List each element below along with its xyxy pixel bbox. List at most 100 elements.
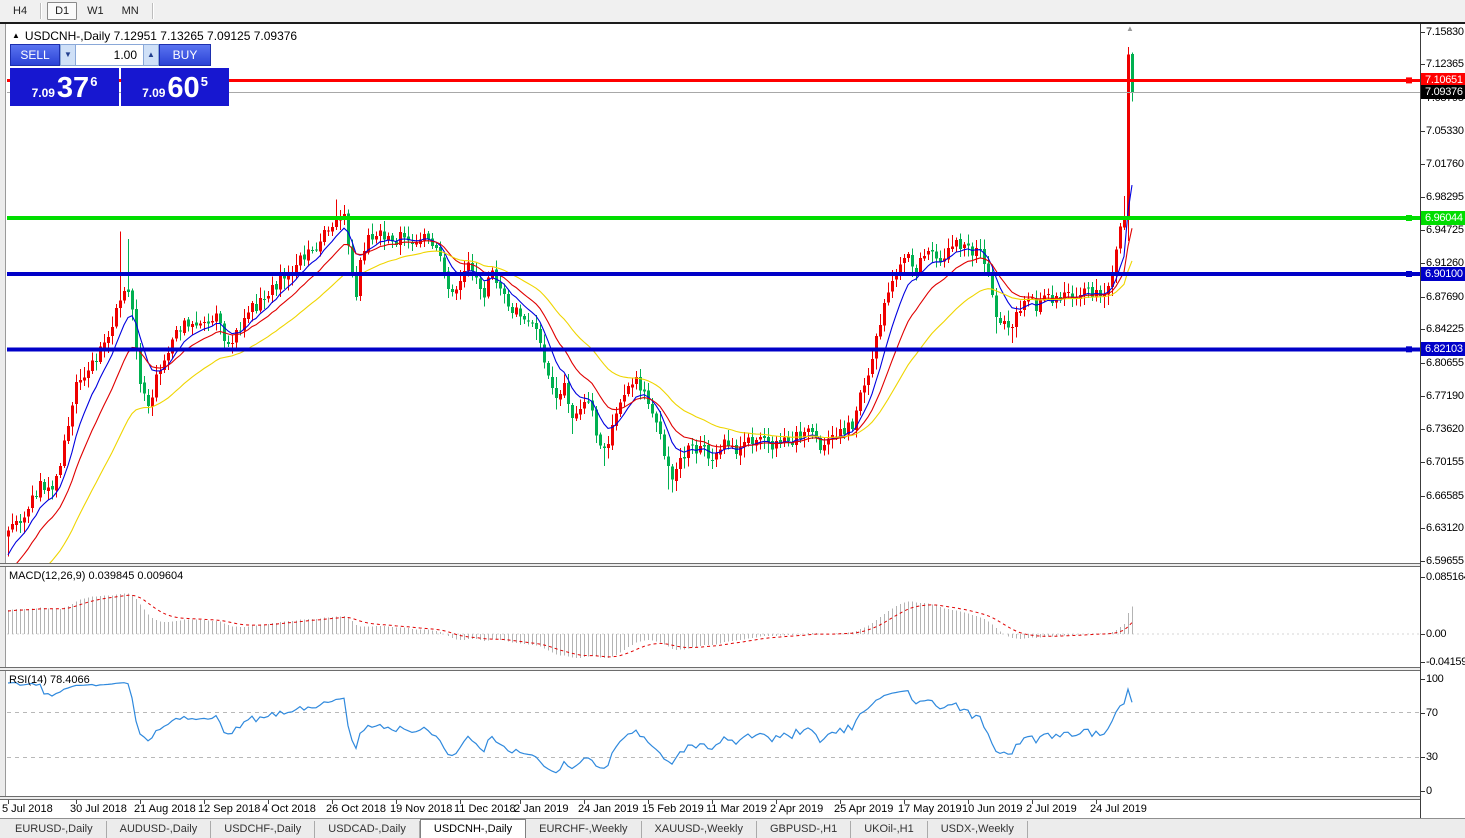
price-tick-mark bbox=[1421, 496, 1425, 497]
hline-price-box[interactable]: 6.82103 bbox=[1421, 342, 1465, 356]
sell-price-small: 7.09 bbox=[31, 86, 55, 100]
rsi-tick-mark bbox=[1421, 791, 1425, 792]
price-tick-mark bbox=[1421, 131, 1425, 132]
date-label: 21 Aug 2018 bbox=[134, 803, 196, 815]
tab-eurchf-weekly[interactable]: EURCHF-,Weekly bbox=[526, 821, 642, 838]
panel-separator[interactable] bbox=[0, 667, 1465, 671]
toolbar-separator bbox=[151, 3, 154, 19]
tab-usdcnh-daily[interactable]: USDCNH-,Daily bbox=[419, 819, 527, 838]
price-tick-mark bbox=[1421, 297, 1425, 298]
current-price-box: 7.09376 bbox=[1421, 85, 1465, 99]
rsi-tick-label: 30 bbox=[1426, 751, 1438, 763]
rsi-panel[interactable] bbox=[0, 672, 1420, 796]
left-border-strip bbox=[0, 24, 6, 818]
tab-eurusd-daily[interactable]: EURUSD-,Daily bbox=[2, 821, 107, 838]
date-tick-mark bbox=[776, 800, 777, 804]
price-tick-label: 6.77190 bbox=[1426, 390, 1464, 402]
price-tick-mark bbox=[1421, 329, 1425, 330]
date-label: 12 Sep 2018 bbox=[198, 803, 261, 815]
date-axis[interactable]: 5 Jul 2018 30 Jul 2018 21 Aug 2018 12 Sep 2… bbox=[0, 800, 1465, 818]
buy-price-display[interactable]: 7.09 60 5 bbox=[121, 68, 229, 106]
price-tick-mark bbox=[1421, 263, 1425, 264]
date-tick-mark bbox=[396, 800, 397, 804]
price-tick-label: 7.15830 bbox=[1426, 26, 1464, 38]
price-tick-label: 6.87690 bbox=[1426, 291, 1464, 303]
date-label: 24 Jan 2019 bbox=[578, 803, 639, 815]
panel-separator bbox=[0, 796, 1465, 800]
date-label: 19 Nov 2018 bbox=[390, 803, 453, 815]
rsi-tick-mark bbox=[1421, 757, 1425, 758]
tab-usdx-weekly[interactable]: USDX-,Weekly bbox=[928, 821, 1028, 838]
volume-decrease-icon[interactable]: ▼ bbox=[60, 44, 76, 66]
price-tick-mark bbox=[1421, 230, 1425, 231]
date-tick-mark bbox=[584, 800, 585, 804]
price-tick-label: 6.73620 bbox=[1426, 423, 1464, 435]
tab-audusd-daily[interactable]: AUDUSD-,Daily bbox=[107, 821, 212, 838]
macd-tick-mark bbox=[1421, 662, 1425, 663]
panel-separator[interactable] bbox=[0, 563, 1465, 567]
price-tick-mark bbox=[1421, 64, 1425, 65]
date-tick-mark bbox=[1096, 800, 1097, 804]
hline-price-box[interactable]: 6.90100 bbox=[1421, 267, 1465, 281]
sell-price-display[interactable]: 7.09 37 6 bbox=[10, 68, 119, 106]
timeframe-button-w1[interactable]: W1 bbox=[87, 5, 104, 17]
tab-usdchf-daily[interactable]: USDCHF-,Daily bbox=[211, 821, 316, 838]
price-tick-mark bbox=[1421, 396, 1425, 397]
autoscroll-marker-icon[interactable]: ▲ bbox=[1126, 24, 1134, 33]
rsi-tick-mark bbox=[1421, 713, 1425, 714]
hline-price-box[interactable]: 7.10651 bbox=[1421, 73, 1465, 87]
date-tick-mark bbox=[268, 800, 269, 804]
rsi-label: RSI(14) 78.4066 bbox=[9, 674, 90, 686]
date-tick-mark bbox=[460, 800, 461, 804]
sell-button[interactable]: SELL bbox=[10, 44, 60, 66]
macd-panel[interactable] bbox=[0, 568, 1420, 668]
tab-xauusd-weekly[interactable]: XAUUSD-,Weekly bbox=[642, 821, 757, 838]
toolbar-separator bbox=[40, 3, 43, 19]
hline-price-box[interactable]: 6.96044 bbox=[1421, 211, 1465, 225]
date-tick-mark bbox=[904, 800, 905, 804]
date-label: 2 Jan 2019 bbox=[514, 803, 569, 815]
price-tick-label: 6.63120 bbox=[1426, 522, 1464, 534]
date-tick-mark bbox=[204, 800, 205, 804]
chart-tab-bar: EURUSD-,Daily AUDUSD-,Daily USDCHF-,Daily U… bbox=[0, 818, 1465, 838]
date-tick-mark bbox=[968, 800, 969, 804]
timeframe-button-h4[interactable]: H4 bbox=[13, 5, 28, 17]
tab-gbpusd-h1[interactable]: GBPUSD-,H1 bbox=[757, 821, 852, 838]
date-label: 24 Jul 2019 bbox=[1090, 803, 1147, 815]
price-tick-label: 6.70155 bbox=[1426, 456, 1464, 468]
macd-tick-label: 0.085164 bbox=[1426, 571, 1465, 583]
chart-background bbox=[0, 24, 1420, 818]
window-border bbox=[0, 22, 1465, 24]
tab-usdcad-daily[interactable]: USDCAD-,Daily bbox=[315, 821, 420, 838]
price-chart[interactable] bbox=[0, 24, 1420, 564]
rsi-tick-label: 100 bbox=[1426, 673, 1444, 685]
date-tick-mark bbox=[520, 800, 521, 804]
macd-tick-label: -0.041597 bbox=[1426, 656, 1465, 668]
volume-input[interactable] bbox=[76, 44, 143, 66]
volume-increase-icon[interactable]: ▲ bbox=[143, 44, 159, 66]
sell-price-sup: 6 bbox=[90, 74, 98, 89]
chart-title: ▲ USDCNH-,Daily 7.12951 7.13265 7.09125 7… bbox=[12, 29, 297, 43]
timeframe-toolbar: H4 D1 W1 MN bbox=[0, 0, 1465, 22]
date-label: 4 Oct 2018 bbox=[262, 803, 316, 815]
buy-button[interactable]: BUY bbox=[159, 44, 211, 66]
price-tick-label: 7.05330 bbox=[1426, 125, 1464, 137]
date-tick-mark bbox=[1032, 800, 1033, 804]
date-tick-mark bbox=[140, 800, 141, 804]
price-tick-label: 6.84225 bbox=[1426, 323, 1464, 335]
timeframe-button-d1[interactable]: D1 bbox=[47, 2, 78, 20]
price-tick-mark bbox=[1421, 164, 1425, 165]
price-axis[interactable]: 7.158307.123657.087957.053307.017606.982… bbox=[1420, 24, 1465, 818]
date-tick-mark bbox=[840, 800, 841, 804]
collapse-triangle-icon[interactable]: ▲ bbox=[12, 31, 20, 40]
buy-price-small: 7.09 bbox=[142, 86, 166, 100]
price-tick-mark bbox=[1421, 561, 1425, 562]
timeframe-button-mn[interactable]: MN bbox=[121, 5, 139, 17]
date-label: 25 Apr 2019 bbox=[834, 803, 894, 815]
tab-ukoil-h1[interactable]: UKOil-,H1 bbox=[851, 821, 928, 838]
date-label: 26 Oct 2018 bbox=[326, 803, 386, 815]
price-tick-label: 7.12365 bbox=[1426, 58, 1464, 70]
rsi-tick-label: 0 bbox=[1426, 785, 1432, 797]
date-tick-mark bbox=[76, 800, 77, 804]
